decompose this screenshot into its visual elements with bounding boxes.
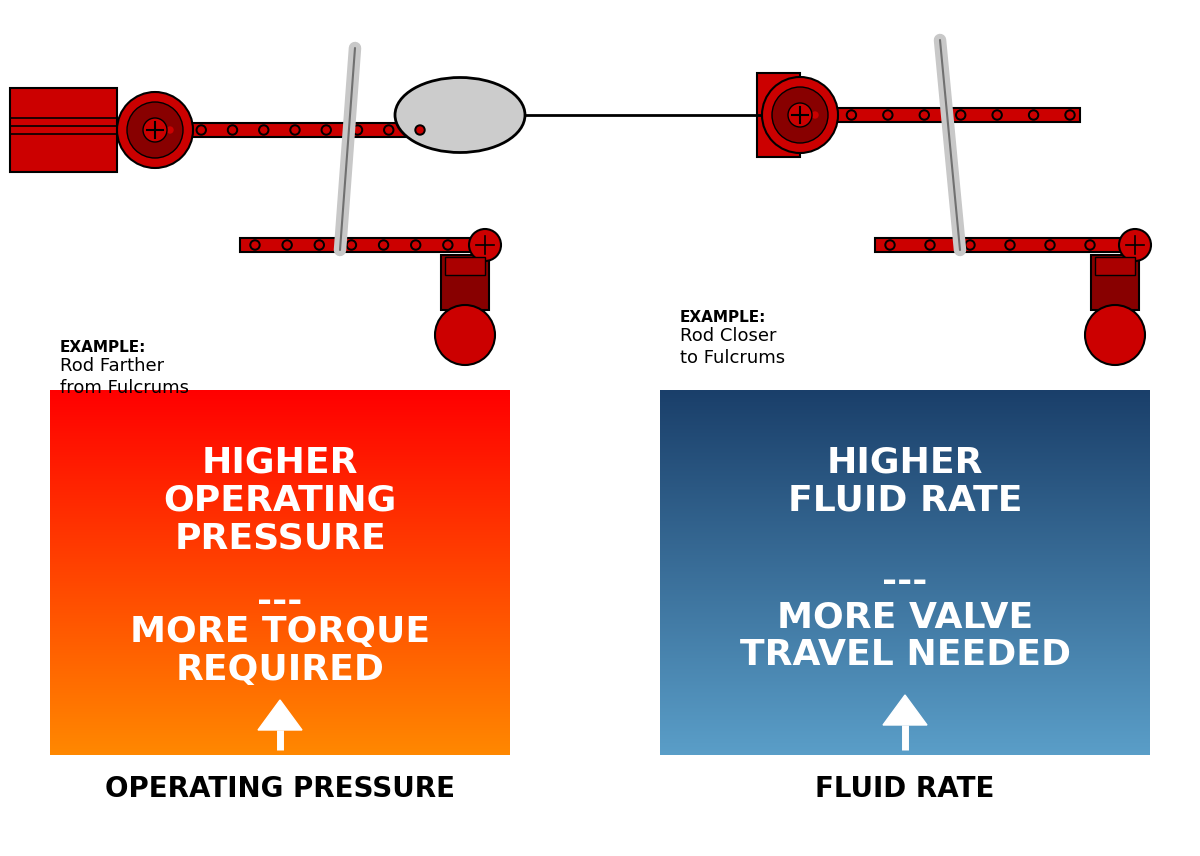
Ellipse shape <box>395 78 526 152</box>
Circle shape <box>967 242 973 248</box>
Circle shape <box>478 242 482 248</box>
Circle shape <box>1006 240 1015 250</box>
Circle shape <box>384 125 394 135</box>
Circle shape <box>788 103 812 127</box>
Circle shape <box>250 240 260 250</box>
Circle shape <box>198 127 204 133</box>
Circle shape <box>928 242 934 248</box>
Text: Rod Closer
to Fulcrums: Rod Closer to Fulcrums <box>680 327 785 367</box>
Circle shape <box>1031 112 1037 118</box>
Circle shape <box>886 240 895 250</box>
Circle shape <box>252 242 258 248</box>
Bar <box>1096 257 1135 275</box>
Circle shape <box>410 240 421 250</box>
Text: Rod Farther
from Fulcrums: Rod Farther from Fulcrums <box>60 357 190 397</box>
Bar <box>757 73 800 157</box>
Circle shape <box>348 242 354 248</box>
Text: MORE VALVE
TRAVEL NEEDED: MORE VALVE TRAVEL NEEDED <box>739 600 1070 672</box>
Circle shape <box>772 87 828 143</box>
Circle shape <box>1067 112 1073 118</box>
Circle shape <box>1127 242 1133 248</box>
Circle shape <box>469 229 502 261</box>
Circle shape <box>443 240 452 250</box>
Circle shape <box>475 240 485 250</box>
Circle shape <box>323 127 329 133</box>
Circle shape <box>290 125 300 135</box>
Bar <box>875 238 1140 252</box>
Text: FLUID RATE: FLUID RATE <box>815 775 995 803</box>
Circle shape <box>380 242 386 248</box>
Bar <box>240 238 490 252</box>
Circle shape <box>1085 305 1145 365</box>
Text: ---: --- <box>882 565 928 599</box>
Circle shape <box>284 242 290 248</box>
Circle shape <box>925 240 935 250</box>
Circle shape <box>353 125 362 135</box>
Circle shape <box>1045 240 1055 250</box>
Circle shape <box>322 125 331 135</box>
Circle shape <box>317 242 323 248</box>
Circle shape <box>992 110 1002 120</box>
Circle shape <box>1028 110 1038 120</box>
Circle shape <box>354 127 360 133</box>
Circle shape <box>919 110 929 120</box>
Circle shape <box>260 127 266 133</box>
Circle shape <box>166 125 175 135</box>
Bar <box>445 257 485 275</box>
Circle shape <box>385 127 391 133</box>
Text: OPERATING PRESSURE: OPERATING PRESSURE <box>106 775 455 803</box>
Circle shape <box>347 240 356 250</box>
Circle shape <box>846 110 857 120</box>
Circle shape <box>143 118 167 142</box>
Text: EXAMPLE:: EXAMPLE: <box>680 310 767 325</box>
Text: EXAMPLE:: EXAMPLE: <box>60 340 146 355</box>
Circle shape <box>887 242 893 248</box>
Circle shape <box>378 240 389 250</box>
Circle shape <box>810 110 820 120</box>
Circle shape <box>229 127 235 133</box>
Circle shape <box>1126 240 1135 250</box>
Text: HIGHER
OPERATING
PRESSURE: HIGHER OPERATING PRESSURE <box>163 445 397 555</box>
Circle shape <box>413 242 419 248</box>
Circle shape <box>228 125 238 135</box>
Polygon shape <box>258 700 302 730</box>
Circle shape <box>259 125 269 135</box>
Circle shape <box>118 92 193 168</box>
Bar <box>10 88 118 172</box>
Circle shape <box>314 240 324 250</box>
Circle shape <box>884 112 890 118</box>
Text: HIGHER
FLUID RATE: HIGHER FLUID RATE <box>787 445 1022 517</box>
Circle shape <box>1066 110 1075 120</box>
Circle shape <box>812 112 818 118</box>
Circle shape <box>883 110 893 120</box>
Circle shape <box>955 110 966 120</box>
Text: ---: --- <box>257 585 302 619</box>
Circle shape <box>1120 229 1151 261</box>
Circle shape <box>965 240 974 250</box>
Bar <box>1091 255 1139 310</box>
Circle shape <box>436 305 496 365</box>
Circle shape <box>292 127 298 133</box>
Circle shape <box>127 102 182 158</box>
Bar <box>155 123 430 137</box>
Circle shape <box>418 127 424 133</box>
Circle shape <box>1085 240 1096 250</box>
Polygon shape <box>883 695 928 725</box>
Circle shape <box>958 112 964 118</box>
Circle shape <box>848 112 854 118</box>
Text: MORE TORQUE
REQUIRED: MORE TORQUE REQUIRED <box>130 615 430 687</box>
Circle shape <box>282 240 292 250</box>
Circle shape <box>167 127 173 133</box>
Circle shape <box>1087 242 1093 248</box>
Bar <box>442 255 490 310</box>
Circle shape <box>197 125 206 135</box>
Circle shape <box>994 112 1000 118</box>
Bar <box>800 108 1080 122</box>
Circle shape <box>1007 242 1013 248</box>
Circle shape <box>445 242 451 248</box>
Circle shape <box>762 77 838 153</box>
Circle shape <box>922 112 928 118</box>
Circle shape <box>415 125 425 135</box>
Circle shape <box>1046 242 1054 248</box>
